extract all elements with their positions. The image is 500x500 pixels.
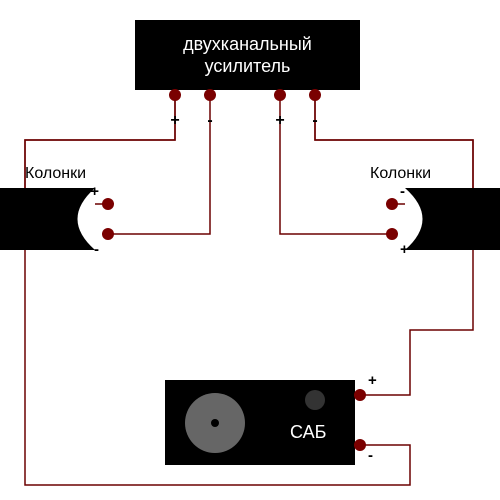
speaker-left-terminal-1 xyxy=(102,228,114,240)
amp-terminal-3 xyxy=(309,89,321,101)
speaker-left-terminal-0 xyxy=(102,198,114,210)
speaker-right-terminal-0 xyxy=(386,198,398,210)
subwoofer-port-icon xyxy=(305,390,325,410)
sub-terminal-0-polarity: + xyxy=(368,372,377,389)
amplifier-label-2: усилитель xyxy=(205,56,291,76)
speaker-right-terminal-0-polarity: - xyxy=(400,183,405,200)
amplifier-label-1: двухканальный xyxy=(183,34,312,54)
speaker-left-terminal-1-polarity: - xyxy=(94,241,99,258)
amp-terminal-2 xyxy=(274,89,286,101)
amp-terminal-1-polarity: - xyxy=(207,112,212,129)
subwoofer-speaker-dot xyxy=(211,419,219,427)
amp-terminal-3-polarity: - xyxy=(312,112,317,129)
amp-terminal-0 xyxy=(169,89,181,101)
speaker-right-label: Колонки xyxy=(370,165,431,182)
wiring-diagram: двухканальныйусилитель+-+-Колонки+-Колон… xyxy=(0,0,500,500)
sub-terminal-0 xyxy=(354,389,366,401)
amp-terminal-1 xyxy=(204,89,216,101)
amp-terminal-2-polarity: + xyxy=(275,112,284,129)
speaker-left-terminal-0-polarity: + xyxy=(90,183,99,200)
sub-terminal-1 xyxy=(354,439,366,451)
speaker-right-terminal-1 xyxy=(386,228,398,240)
speaker-left-label: Колонки xyxy=(25,165,86,182)
amp-terminal-0-polarity: + xyxy=(170,112,179,129)
amplifier-box xyxy=(135,20,360,90)
sub-terminal-1-polarity: - xyxy=(368,447,373,464)
subwoofer-label: САБ xyxy=(290,422,326,442)
speaker-right-terminal-1-polarity: + xyxy=(400,241,409,258)
